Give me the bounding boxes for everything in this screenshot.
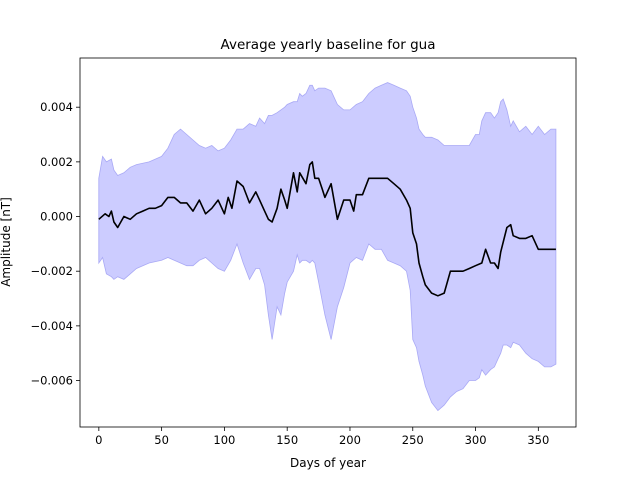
band-layer xyxy=(98,82,557,412)
mean-baseline-line xyxy=(98,161,556,297)
x-tick-label: 0 xyxy=(95,433,102,447)
y-tick-label: 0.000 xyxy=(40,210,73,224)
x-tick-label: 200 xyxy=(339,433,361,447)
y-axis: 0.004 0.002 0.000 −0.002 −0.004 −0.006 xyxy=(30,100,80,388)
x-tick-label: 300 xyxy=(465,433,487,447)
x-axis-label: Days of year xyxy=(290,456,366,470)
x-tick-label: 100 xyxy=(213,433,235,447)
y-axis-label: Amplitude [nT] xyxy=(0,197,13,287)
line-layer xyxy=(98,161,556,297)
y-tick-label: 0.002 xyxy=(40,155,73,169)
x-axis: 0 50 100 150 200 250 300 350 xyxy=(95,427,549,447)
y-tick-label: −0.006 xyxy=(30,374,73,388)
y-tick-label: −0.004 xyxy=(30,319,73,333)
x-tick-label: 250 xyxy=(402,433,424,447)
x-tick-label: 50 xyxy=(154,433,169,447)
plot-frame xyxy=(79,57,577,428)
y-tick-label: −0.002 xyxy=(30,264,73,278)
confidence-band xyxy=(98,82,557,412)
chart-title: Average yearly baseline for gua xyxy=(221,37,436,53)
x-tick-label: 350 xyxy=(527,433,549,447)
x-tick-label: 150 xyxy=(276,433,298,447)
y-tick-label: 0.004 xyxy=(40,100,73,114)
